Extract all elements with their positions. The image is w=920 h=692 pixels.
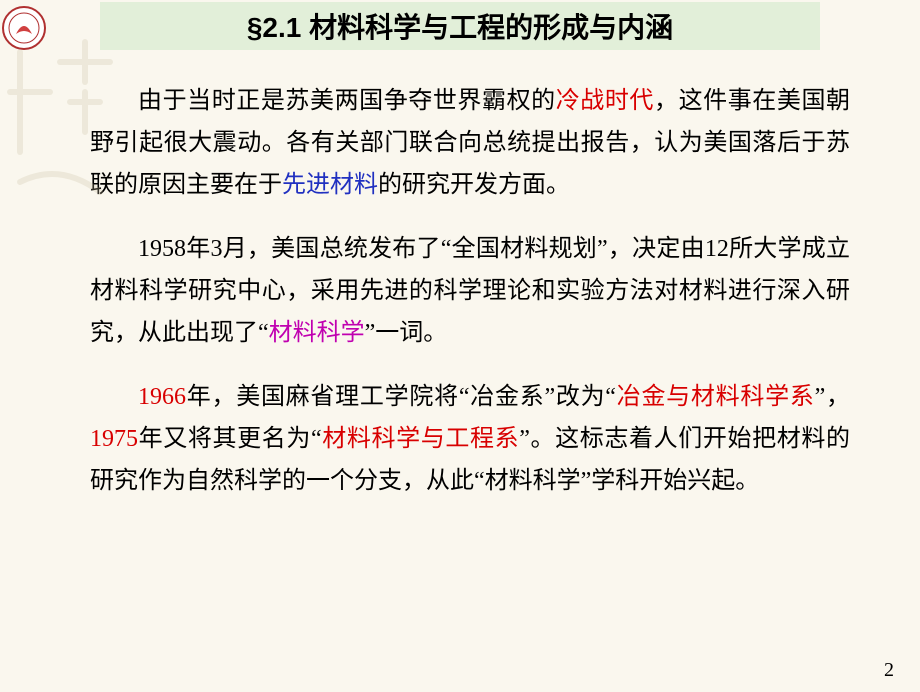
p2-text-2: ”一词。 xyxy=(365,320,448,346)
p1-text-3: 的研究开发方面。 xyxy=(378,172,570,198)
p3-highlight-1975: 1975 xyxy=(90,426,138,452)
slide-title-bar: §2.1 材料科学与工程的形成与内涵 xyxy=(100,2,820,50)
page-number: 2 xyxy=(884,659,894,682)
p3-text-2: ”， xyxy=(815,384,850,410)
p3-highlight-1966: 1966 xyxy=(138,384,186,410)
slide-body: 由于当时正是苏美两国争夺世界霸权的冷战时代，这件事在美国朝野引起很大震动。各有关… xyxy=(0,50,920,502)
p2-highlight-materials-science: 材料科学 xyxy=(269,320,365,346)
paragraph-2: 1958年3月，美国总统发布了“全国材料规划”，决定由12所大学成立材料科学研究… xyxy=(90,228,850,354)
p1-highlight-cold-war: 冷战时代 xyxy=(556,88,654,114)
p1-highlight-advanced-materials: 先进材料 xyxy=(282,172,378,198)
paragraph-3: 1966年，美国麻省理工学院将“冶金系”改为“冶金与材料科学系”， 1975年又将… xyxy=(90,376,850,502)
p3-text-3: 年又将其更名为“ xyxy=(138,426,322,452)
p3-text-1: 年，美国麻省理工学院将“冶金系”改为“ xyxy=(186,384,616,410)
p3-highlight-metallurgy-dept: 冶金与材料科学系 xyxy=(616,384,815,410)
paragraph-1: 由于当时正是苏美两国争夺世界霸权的冷战时代，这件事在美国朝野引起很大震动。各有关… xyxy=(90,80,850,206)
university-logo xyxy=(2,6,46,50)
p3-highlight-mse-dept: 材料科学与工程系 xyxy=(322,426,520,452)
slide-title: §2.1 材料科学与工程的形成与内涵 xyxy=(247,12,673,43)
p1-text-1: 由于当时正是苏美两国争夺世界霸权的 xyxy=(138,88,556,114)
p2-text-1: 1958年3月，美国总统发布了“全国材料规划”，决定由12所大学成立材料科学研究… xyxy=(90,236,850,346)
